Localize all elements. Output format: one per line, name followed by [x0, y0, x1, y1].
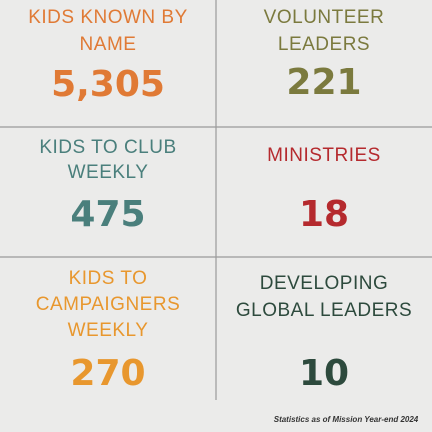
- stat-value: 221: [286, 62, 361, 103]
- stat-cell: KIDS TO CAMPAIGNERS WEEKLY 270: [36, 268, 181, 394]
- stat-label: KIDS TO: [69, 268, 148, 289]
- stat-label: LEADERS: [278, 34, 370, 55]
- stat-label: KIDS KNOWN BY: [28, 7, 188, 28]
- footnote: Statistics as of Mission Year-end 2024: [274, 415, 419, 424]
- stat-value: 5,305: [51, 64, 165, 105]
- stat-cell: VOLUNTEER LEADERS 221: [264, 7, 385, 103]
- stat-label: WEEKLY: [68, 320, 149, 341]
- stat-value: 18: [299, 194, 349, 235]
- stat-label: VOLUNTEER: [264, 7, 385, 28]
- stat-label: WEEKLY: [68, 162, 149, 183]
- stat-value: 475: [70, 194, 145, 235]
- stat-label: NAME: [80, 34, 137, 55]
- stat-value: 10: [299, 353, 349, 394]
- stat-cell: MINISTRIES 18: [267, 145, 381, 235]
- stat-label: MINISTRIES: [267, 145, 381, 166]
- stat-cell: KIDS TO CLUB WEEKLY 475: [39, 137, 176, 235]
- stat-label: DEVELOPING: [260, 273, 389, 294]
- stat-label: KIDS TO CLUB: [39, 137, 176, 158]
- stat-label: GLOBAL LEADERS: [236, 300, 412, 321]
- stat-value: 270: [70, 353, 145, 394]
- stat-label: CAMPAIGNERS: [36, 294, 181, 315]
- stat-cell: KIDS KNOWN BY NAME 5,305: [28, 7, 188, 105]
- stat-cell: DEVELOPING GLOBAL LEADERS 10: [236, 273, 412, 394]
